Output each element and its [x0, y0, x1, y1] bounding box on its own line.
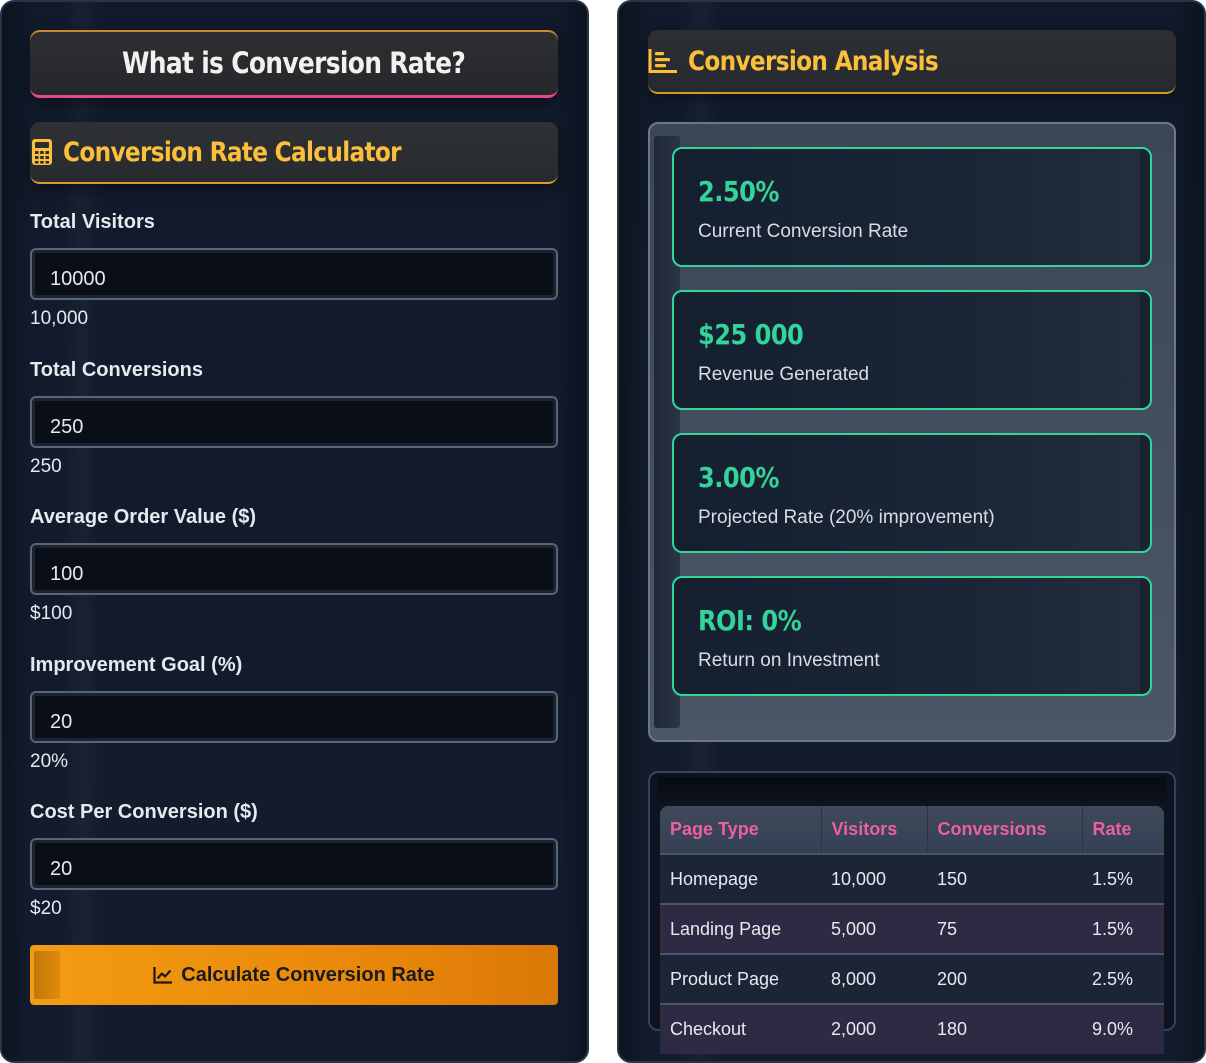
table-cell: 150 — [927, 853, 1082, 904]
analysis-heading: Conversion Analysis — [688, 45, 939, 77]
calculate-button-label: Calculate Conversion Rate — [181, 963, 435, 986]
result-label: Projected Rate (20% improvement) — [698, 507, 995, 528]
result-label: Revenue Generated — [698, 364, 870, 385]
table-cell: 180 — [927, 1003, 1082, 1054]
table-row: Landing Page 5,000 75 1.5% — [660, 903, 1164, 954]
result-card-projected-rate: 3.00% Projected Rate (20% improvement) — [672, 433, 1152, 553]
table-cell: Landing Page — [660, 903, 821, 954]
cost-per-conversion-label: Cost Per Conversion ($) — [30, 801, 258, 823]
result-value: $25 000 — [698, 318, 804, 351]
table-cell: 1.5% — [1082, 853, 1164, 904]
table-cell: Homepage — [660, 853, 821, 904]
average-order-value-label: Average Order Value ($) — [30, 506, 257, 528]
total-conversions-display: 250 — [30, 456, 62, 477]
table-cell: Checkout — [660, 1003, 821, 1054]
result-card-revenue: $25 000 Revenue Generated — [672, 290, 1152, 410]
card-shade — [1140, 292, 1150, 408]
cost-per-conversion-display: $20 — [30, 898, 62, 919]
calculate-button[interactable]: Calculate Conversion Rate — [30, 945, 558, 1005]
table-cell: 9.0% — [1082, 1003, 1164, 1054]
line-chart-icon — [153, 967, 173, 984]
column-header-conversions[interactable]: Conversions — [927, 806, 1083, 854]
table-cell: 2.5% — [1082, 953, 1164, 1004]
table-cell: 5,000 — [821, 903, 927, 954]
result-value: 3.00% — [698, 461, 779, 494]
button-shade — [34, 951, 60, 999]
column-header-visitors[interactable]: Visitors — [821, 806, 928, 854]
panel-shade — [557, 2, 587, 1061]
bar-chart-icon — [648, 49, 677, 73]
total-conversions-input[interactable]: 250 — [30, 396, 558, 448]
result-label: Current Conversion Rate — [698, 221, 909, 242]
improvement-goal-label: Improvement Goal (%) — [30, 654, 243, 676]
result-label: Return on Investment — [698, 650, 880, 671]
page-title-box: What is Conversion Rate? — [30, 30, 558, 98]
panel-shade — [619, 2, 647, 1061]
table-cell: 75 — [927, 903, 1082, 954]
column-header-page-type[interactable]: Page Type — [660, 806, 822, 854]
column-header-rate[interactable]: Rate — [1082, 806, 1164, 854]
calculator-header: Conversion Rate Calculator — [30, 122, 558, 184]
card-shade — [1140, 435, 1150, 551]
table-row: Homepage 10,000 150 1.5% — [660, 853, 1164, 904]
table-row: Checkout 2,000 180 9.0% — [660, 1003, 1164, 1054]
card-shade — [1140, 578, 1150, 694]
table-cell: 2,000 — [821, 1003, 927, 1054]
total-visitors-label: Total Visitors — [30, 211, 155, 233]
average-order-value-input[interactable]: 100 — [30, 543, 558, 595]
total-visitors-input[interactable]: 10000 — [30, 248, 558, 300]
panel-shade — [1174, 2, 1204, 1061]
total-conversions-label: Total Conversions — [30, 359, 203, 381]
result-value: 2.50% — [698, 175, 779, 208]
page-type-table: Page Type Visitors Conversions Rate Home… — [660, 806, 1164, 1054]
calculator-icon — [32, 139, 52, 165]
card-shade — [1140, 149, 1150, 265]
analysis-header: Conversion Analysis — [648, 30, 1176, 94]
page-title: What is Conversion Rate? — [122, 45, 466, 80]
result-card-current-rate: 2.50% Current Conversion Rate — [672, 147, 1152, 267]
table-cell: 200 — [927, 953, 1082, 1004]
cost-per-conversion-input[interactable]: 20 — [30, 838, 558, 890]
table-cell: 1.5% — [1082, 903, 1164, 954]
result-card-roi: ROI: 0% Return on Investment — [672, 576, 1152, 696]
improvement-goal-display: 20% — [30, 751, 69, 772]
table-row: Product Page 8,000 200 2.5% — [660, 953, 1164, 1004]
calculator-heading: Conversion Rate Calculator — [63, 136, 402, 168]
improvement-goal-input[interactable]: 20 — [30, 691, 558, 743]
table-cell: 8,000 — [821, 953, 927, 1004]
table-shade — [658, 777, 1166, 803]
average-order-value-display: $100 — [30, 603, 73, 624]
total-visitors-display: 10,000 — [30, 308, 89, 329]
panel-shade — [2, 2, 30, 1061]
table-header-row: Page Type Visitors Conversions Rate — [660, 806, 1164, 854]
table-cell: Product Page — [660, 953, 821, 1004]
table-cell: 10,000 — [821, 853, 927, 904]
result-value: ROI: 0% — [698, 604, 802, 637]
